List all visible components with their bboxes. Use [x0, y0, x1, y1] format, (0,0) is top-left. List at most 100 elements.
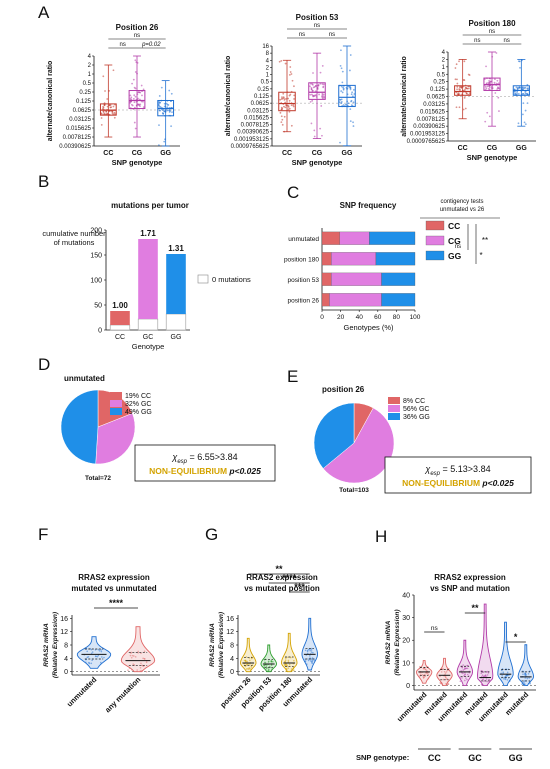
data-point — [137, 91, 140, 93]
data-point — [106, 105, 109, 108]
data-point — [267, 661, 270, 663]
data-point — [465, 667, 468, 670]
data-point — [270, 660, 273, 662]
data-point — [113, 116, 116, 119]
legend-swatch — [110, 408, 122, 415]
data-point — [495, 84, 498, 87]
data-point — [466, 87, 469, 90]
significance-label: p=0.02 — [141, 42, 161, 48]
legend-label: 49% GG — [125, 409, 152, 416]
chi-square-statistic: χesp = 5.13>3.84 — [424, 464, 490, 477]
data-point — [441, 683, 443, 685]
legend-title: contigency tests — [440, 199, 483, 205]
x-tick-label: 20 — [337, 314, 345, 321]
data-point — [514, 92, 517, 95]
data-point — [114, 103, 116, 106]
data-point — [518, 60, 521, 63]
chart-title: vs SNP and mutation — [430, 584, 510, 593]
data-point — [140, 662, 142, 665]
data-point — [522, 673, 524, 675]
y-tick-label: 0.0009765625 — [407, 139, 446, 145]
significance-label: ** — [275, 564, 283, 574]
data-point — [289, 66, 292, 68]
data-point — [498, 110, 500, 112]
data-point — [343, 105, 346, 108]
y-tick-label: 0 — [64, 669, 68, 676]
bar-segment — [321, 252, 332, 266]
data-point — [246, 660, 249, 663]
data-point — [171, 111, 173, 114]
data-point — [133, 655, 135, 657]
data-point — [491, 55, 494, 58]
bar-segment — [321, 293, 330, 307]
data-point — [310, 87, 313, 89]
data-point — [288, 99, 291, 102]
data-point — [133, 121, 136, 124]
y-axis-label: of mutations — [54, 238, 95, 247]
data-point — [520, 94, 523, 96]
data-point — [282, 103, 285, 105]
data-point — [458, 60, 460, 63]
data-point — [520, 88, 523, 91]
chart-title: Position 26 — [116, 23, 159, 32]
data-point — [250, 666, 253, 668]
data-point — [136, 62, 139, 64]
data-point — [488, 81, 491, 84]
data-point — [243, 659, 246, 662]
y-tick-label: 0 — [406, 683, 410, 690]
data-point — [284, 106, 287, 109]
data-point — [168, 114, 171, 117]
data-point — [100, 649, 102, 651]
data-point — [524, 677, 527, 679]
panel-letter-C: C — [287, 183, 299, 202]
data-point — [486, 77, 488, 80]
data-point — [341, 70, 344, 73]
y-tick-label: 0.015625 — [66, 126, 92, 132]
data-point — [316, 91, 319, 94]
data-point — [288, 663, 291, 666]
data-point — [468, 94, 471, 96]
data-point — [168, 107, 171, 109]
significance-label: ns — [134, 33, 140, 39]
data-point — [425, 668, 427, 671]
panel-letter-D: D — [38, 355, 50, 374]
data-point — [142, 88, 145, 91]
data-point — [143, 658, 146, 660]
legend-swatch — [388, 405, 400, 412]
data-point — [446, 681, 449, 683]
bar-segment — [166, 254, 186, 314]
data-point — [339, 141, 341, 144]
x-tick-label: GG — [516, 145, 527, 152]
data-point — [287, 661, 290, 663]
x-tick-label: any mutation — [103, 675, 143, 715]
bar-segment-zero — [109, 324, 131, 331]
data-point — [289, 71, 292, 73]
data-point — [447, 683, 450, 685]
data-point — [344, 103, 347, 106]
panel-letter-A: A — [38, 3, 50, 22]
data-point — [315, 96, 318, 98]
data-point — [309, 93, 312, 96]
data-point — [523, 94, 526, 96]
y-tick-label: 1 — [266, 73, 270, 79]
data-point — [159, 109, 161, 112]
data-point — [481, 678, 484, 681]
data-point — [167, 104, 170, 106]
data-point — [442, 668, 444, 670]
data-point — [456, 82, 459, 85]
data-point — [266, 664, 268, 666]
y-tick-label: position 180 — [284, 256, 319, 263]
x-tick-label: GG — [160, 150, 171, 157]
data-point — [443, 670, 446, 673]
data-point — [112, 109, 115, 112]
x-tick-label: CC — [103, 150, 113, 157]
data-point — [287, 97, 290, 100]
data-point — [106, 113, 108, 116]
data-point — [439, 675, 441, 678]
data-point — [104, 109, 106, 112]
x-tick-label: unmutated — [395, 690, 429, 724]
data-point — [486, 674, 489, 676]
data-point — [279, 111, 282, 114]
data-point — [100, 661, 102, 664]
